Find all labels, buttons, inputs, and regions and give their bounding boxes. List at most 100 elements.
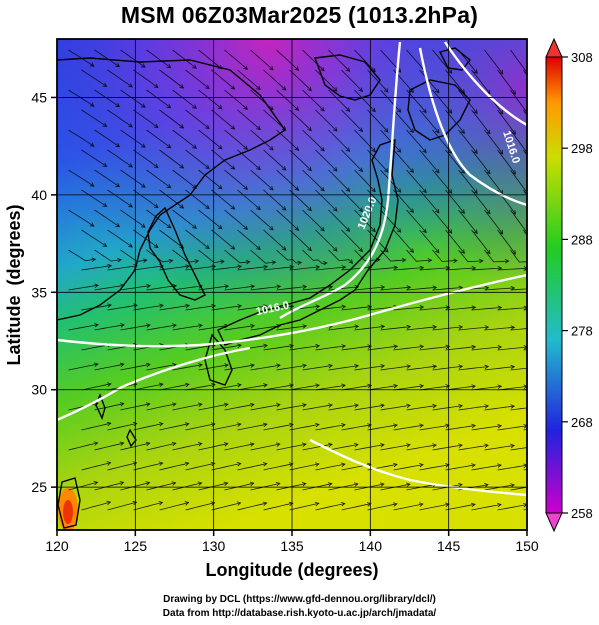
streamline-arrow (197, 402, 203, 408)
streamline-arrow (294, 66, 300, 71)
streamline (458, 49, 478, 74)
streamline-arrow (471, 265, 477, 271)
streamline-arrow (435, 128, 440, 134)
streamline (419, 229, 440, 254)
streamline-arrow (367, 383, 373, 389)
streamline-arrow (358, 87, 363, 93)
streamline (263, 109, 287, 131)
streamline-arrow (497, 463, 502, 468)
streamline-arrow (89, 222, 95, 227)
streamline-arrow (358, 247, 363, 253)
streamline-arrow (484, 285, 490, 291)
streamline-arrow (345, 147, 351, 152)
streamline (146, 403, 176, 411)
streamline-arrow (406, 285, 412, 290)
streamline (367, 306, 398, 311)
streamline-arrow (497, 502, 502, 508)
streamline-arrow (473, 149, 478, 155)
streamline-arrow (128, 83, 133, 88)
streamline (471, 189, 491, 214)
streamline-arrow (307, 126, 312, 132)
streamline-arrow (419, 384, 425, 389)
streamline-arrow (471, 305, 477, 310)
streamline (81, 265, 112, 271)
streamline-arrow (510, 325, 516, 330)
streamline (328, 404, 359, 411)
streamline-arrow (236, 461, 242, 467)
streamline (445, 346, 476, 351)
streamline-arrow (243, 185, 249, 190)
streamline (224, 404, 255, 411)
streamline (146, 285, 177, 291)
streamline-arrow (432, 285, 438, 290)
streamline-arrow (393, 265, 399, 270)
streamline-arrow (249, 442, 255, 447)
streamline (211, 463, 241, 471)
streamline-arrow (315, 343, 321, 349)
streamline (211, 384, 242, 391)
streamline-arrow (237, 383, 242, 388)
streamline-arrow (94, 323, 99, 328)
x-axis-ticks: 120 125 130 135 140 145 150 (45, 530, 539, 554)
streamline-arrow (460, 129, 465, 134)
streamline-arrow (345, 107, 351, 112)
streamline-arrow (301, 482, 307, 487)
streamline (172, 209, 197, 229)
streamline (81, 422, 111, 431)
streamline (237, 149, 261, 170)
streamline-arrow (328, 284, 334, 290)
streamline (289, 189, 312, 211)
streamline-arrow (510, 483, 515, 488)
streamline-arrow (237, 264, 243, 270)
streamline (484, 445, 515, 451)
streamline (198, 49, 223, 70)
streamline-arrow (107, 303, 112, 308)
streamline-arrow (120, 283, 125, 289)
streamline-arrow (460, 249, 465, 254)
streamline (302, 89, 325, 112)
streamline (406, 129, 427, 153)
streamline (224, 249, 250, 264)
streamline-arrow (145, 441, 151, 447)
streamline-arrow (263, 304, 269, 309)
streamline (237, 423, 267, 431)
streamline-arrow (354, 363, 360, 369)
streamline (276, 286, 307, 291)
streamline-arrow (263, 343, 268, 349)
streamline (471, 307, 502, 311)
streamline-arrow (409, 128, 414, 134)
streamline (94, 129, 120, 148)
streamline-arrow (250, 323, 256, 329)
streamline (172, 129, 197, 149)
streamline-arrow (245, 259, 251, 265)
streamline-arrow (354, 284, 360, 290)
streamline (81, 149, 107, 167)
streamline (120, 89, 146, 108)
streamline (406, 49, 427, 73)
streamline-arrow (537, 131, 541, 135)
streamline-arrow (185, 264, 191, 269)
streamline (341, 189, 363, 212)
streamline-arrow (91, 257, 97, 263)
streamline-arrow (315, 422, 320, 428)
streamline-arrow (158, 461, 164, 466)
streamline (497, 425, 527, 431)
streamline-arrow (250, 402, 255, 408)
streamline (354, 365, 385, 371)
streamline (393, 109, 414, 133)
streamline (302, 404, 333, 411)
streamline (497, 504, 527, 511)
streamline (94, 482, 124, 491)
streamline (185, 109, 210, 129)
streamline (237, 463, 267, 471)
streamline (380, 405, 411, 411)
streamline-arrow (179, 164, 185, 169)
streamline-arrow (269, 145, 274, 151)
y-tick-label: 40 (31, 187, 47, 203)
streamline (419, 464, 450, 471)
streamline (406, 405, 437, 411)
streamline (159, 149, 184, 169)
streamline (497, 267, 527, 271)
streamline (185, 423, 215, 431)
streamline (146, 324, 177, 331)
